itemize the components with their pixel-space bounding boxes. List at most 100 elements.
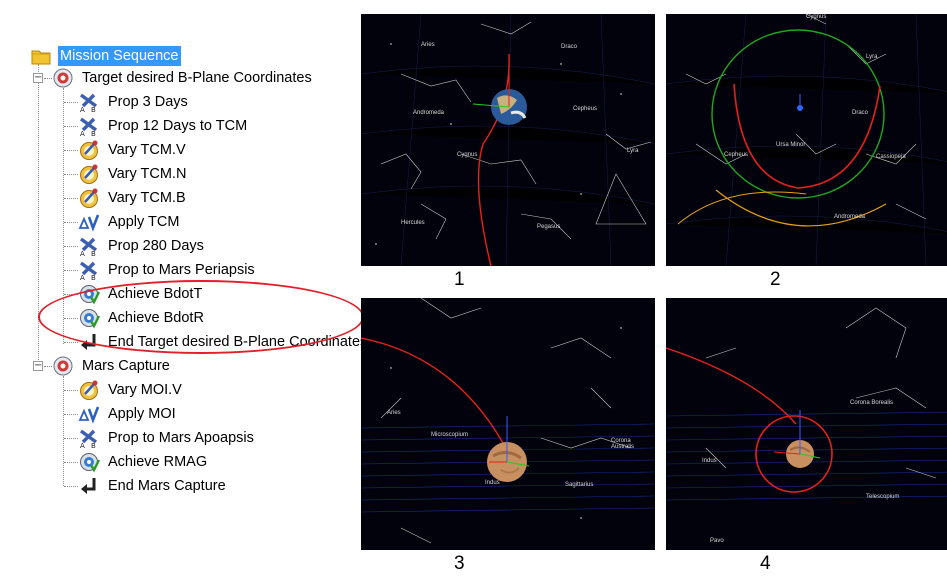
- tree-connector: [64, 126, 78, 127]
- achieve-icon: [78, 307, 100, 329]
- end-arrow-icon: [78, 331, 100, 353]
- svg-text:B: B: [91, 274, 96, 281]
- svg-text:A: A: [80, 130, 85, 137]
- svg-text:B: B: [91, 250, 96, 257]
- orbit-view-panel-1[interactable]: Aries Draco Andromeda Cepheus Cygnus Lyr…: [361, 14, 655, 266]
- tree-item[interactable]: End Target desired B-Plane Coordinates: [78, 330, 362, 354]
- tree-item[interactable]: Vary MOI.V: [78, 378, 184, 402]
- tree-connector: [64, 222, 78, 223]
- tree-item[interactable]: Vary TCM.V: [78, 138, 188, 162]
- constellation-label: Cygnus: [457, 152, 478, 158]
- svg-text:A: A: [80, 442, 85, 449]
- tree-item-label: Apply MOI: [108, 406, 176, 422]
- orbit-view-panel-3[interactable]: Aries Microscopium Corona Australis Sagi…: [361, 298, 655, 550]
- target-icon: [52, 67, 74, 89]
- tree-item[interactable]: Achieve BdotT: [78, 282, 204, 306]
- tree-connector: [64, 438, 78, 439]
- vary-icon: [78, 163, 100, 185]
- tree-item-label: End Target desired B-Plane Coordinates: [108, 334, 362, 350]
- end-arrow-icon: [78, 475, 100, 497]
- orbit-view-panel-4[interactable]: Corona Borealis Indus Telescopium Pavo: [666, 298, 947, 550]
- constellation-label: Andromeda: [834, 214, 866, 220]
- svg-text:A: A: [80, 250, 85, 257]
- tree-item-label: Vary TCM.B: [108, 190, 186, 206]
- orbit-view-canvas: [666, 307, 947, 501]
- orbit-view-panel-2[interactable]: Cygnus Lyra Draco Ursa Minor Cepheus Cas…: [666, 14, 947, 266]
- tree-connector: [63, 376, 64, 486]
- tree-item[interactable]: Apply TCM: [78, 210, 181, 234]
- constellation-label: Lyra: [866, 54, 878, 60]
- vary-icon: [78, 139, 100, 161]
- constellation-label: Cassiopeia: [876, 154, 906, 160]
- svg-text:B: B: [91, 442, 96, 449]
- constellation-label: Hercules: [401, 220, 425, 226]
- vary-icon: [78, 379, 100, 401]
- target-icon: [52, 355, 74, 377]
- svg-text:B: B: [91, 106, 96, 113]
- tree-connector: [44, 366, 52, 367]
- tree-group-target-bplane[interactable]: Target desired B-Plane Coordinates: [52, 66, 314, 90]
- tree-group-label: Mars Capture: [82, 358, 170, 374]
- tree-item[interactable]: End Mars Capture: [78, 474, 228, 498]
- tree-connector: [63, 88, 64, 344]
- tree-item[interactable]: Achieve BdotR: [78, 306, 206, 330]
- tree-item-label: Achieve RMAG: [108, 454, 208, 470]
- panel-number: 1: [454, 269, 465, 290]
- delta-v-icon: [78, 211, 100, 233]
- tree-item[interactable]: Vary TCM.N: [78, 162, 188, 186]
- tree-connector: [64, 150, 78, 151]
- constellation-label: Andromeda: [413, 110, 445, 116]
- tree-item[interactable]: Achieve RMAG: [78, 450, 209, 474]
- tree-item-label: Prop to Mars Apoapsis: [108, 430, 254, 446]
- constellation-label: Aries: [387, 410, 401, 416]
- constellation-label: Pegasus: [537, 224, 561, 230]
- collapse-toggle[interactable]: −: [33, 72, 43, 83]
- constellation-label: Indus: [702, 458, 717, 464]
- tree-connector: [64, 486, 78, 487]
- constellation-label: Cepheus: [724, 152, 749, 158]
- constellation-label: Corona Borealis: [850, 400, 894, 406]
- tree-root[interactable]: Mission Sequence: [30, 44, 181, 68]
- constellation-label: Aries: [421, 42, 435, 48]
- tree-connector: [64, 294, 78, 295]
- constellation-label: Corona Australis: [611, 438, 635, 450]
- constellation-label: Microscopium: [431, 432, 469, 438]
- tree-connector: [38, 64, 39, 366]
- svg-text:A: A: [80, 274, 85, 281]
- tree-item[interactable]: Apply MOI: [78, 402, 178, 426]
- collapse-toggle[interactable]: −: [33, 360, 43, 371]
- tree-group-label: Target desired B-Plane Coordinates: [82, 70, 312, 86]
- svg-text:A: A: [80, 106, 85, 113]
- constellation-label: Indus: [485, 480, 500, 486]
- tree-root-label: Mission Sequence: [58, 46, 181, 66]
- tree-item-label: Prop to Mars Periapsis: [108, 262, 255, 278]
- svg-text:B: B: [91, 130, 96, 137]
- tree-group-mars-capture[interactable]: Mars Capture: [52, 354, 172, 378]
- orbit-view-canvas: [361, 298, 655, 544]
- tree-item[interactable]: Vary TCM.B: [78, 186, 188, 210]
- constellation-label: Pavo: [710, 538, 724, 544]
- tree-item-label: Vary TCM.N: [108, 166, 187, 182]
- panel-number: 4: [760, 553, 771, 574]
- tree-item-label: Vary TCM.V: [108, 142, 186, 158]
- constellation-label: Lyra: [627, 148, 639, 154]
- orbit-view-canvas: [361, 14, 655, 266]
- tree-item-label: Achieve BdotT: [108, 286, 203, 302]
- tree-connector: [64, 198, 78, 199]
- tree-connector: [64, 174, 78, 175]
- tree-item-label: Vary MOI.V: [108, 382, 182, 398]
- delta-v-icon: [78, 403, 100, 425]
- constellation-label: Ursa Minor: [776, 142, 806, 148]
- achieve-icon: [78, 451, 100, 473]
- tree-connector: [64, 390, 78, 391]
- panel-number: 2: [770, 269, 781, 290]
